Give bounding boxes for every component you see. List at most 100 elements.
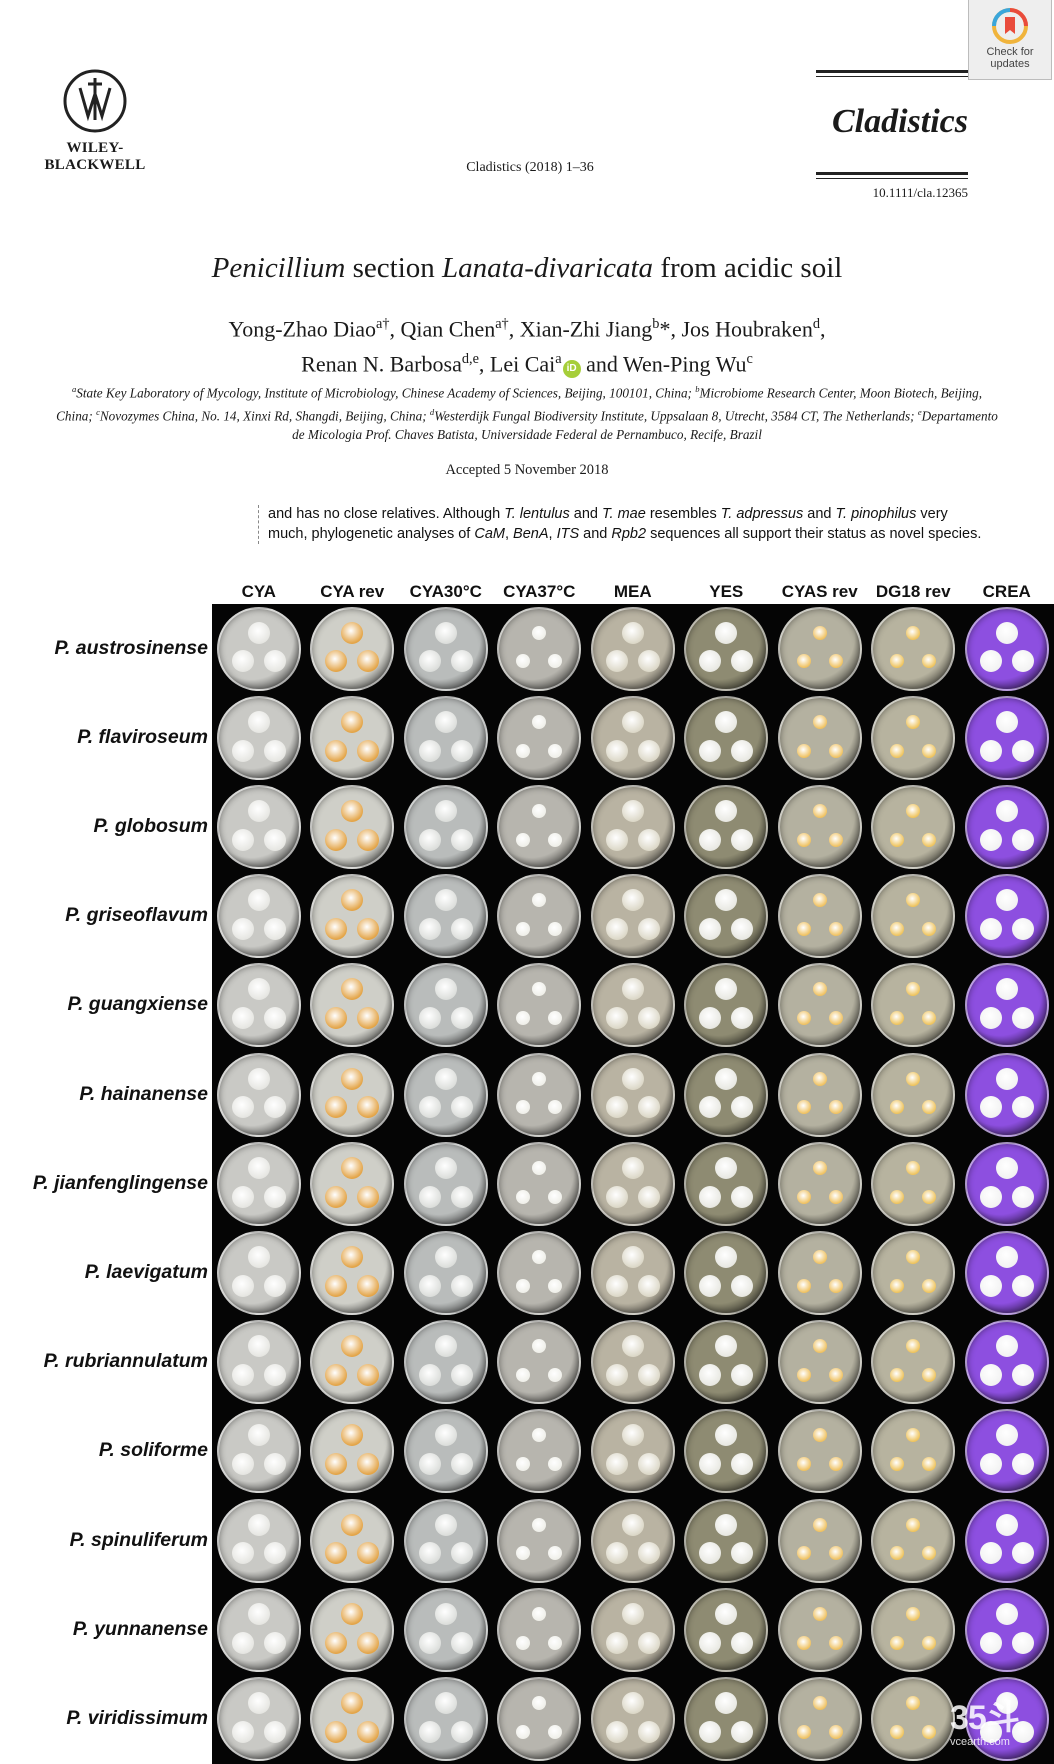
fungal-colony xyxy=(434,621,457,644)
title-part: section xyxy=(345,252,443,284)
fungal-colony xyxy=(979,1363,1002,1386)
fungal-colony xyxy=(890,1100,905,1115)
petri-dish xyxy=(777,963,862,1048)
fungal-colony xyxy=(731,1453,754,1476)
petri-dish xyxy=(590,963,675,1048)
fungal-colony xyxy=(605,739,628,762)
petri-dish xyxy=(777,874,862,959)
species-label: P. rubriannulatum xyxy=(43,1350,208,1373)
fungal-colony xyxy=(247,1246,270,1268)
fungal-colony xyxy=(796,921,811,936)
fungal-colony xyxy=(812,1696,827,1710)
fungal-colony xyxy=(231,1631,254,1654)
excerpt-fragment: resembles xyxy=(645,506,721,522)
fungal-colony xyxy=(263,1096,286,1119)
petri-dish xyxy=(403,695,488,780)
petri-dish xyxy=(777,1231,862,1315)
fungal-colony xyxy=(516,921,531,936)
petri-dish xyxy=(964,695,1049,780)
fungal-colony xyxy=(341,1335,364,1358)
petri-dish xyxy=(590,1409,675,1494)
petri-dish xyxy=(964,1587,1049,1672)
fungal-colony xyxy=(828,1100,843,1115)
fungal-colony xyxy=(731,917,754,940)
title-part: Penicillium xyxy=(211,252,346,284)
doi-link[interactable]: 10.1111/cla.12365 xyxy=(872,185,968,200)
fungal-colony xyxy=(418,650,441,673)
journal-rule xyxy=(816,70,968,73)
fungal-colony xyxy=(922,832,937,847)
fungal-colony xyxy=(548,743,563,758)
fungal-colony xyxy=(357,1363,380,1386)
petri-dish xyxy=(871,1677,956,1761)
fungal-colony xyxy=(828,832,843,847)
petri-dish xyxy=(497,695,582,780)
fungal-colony xyxy=(450,1720,473,1743)
fungal-colony xyxy=(263,828,286,851)
fungal-colony xyxy=(247,978,270,1001)
petri-dish xyxy=(684,1587,769,1672)
petri-dish xyxy=(871,1231,956,1315)
fungal-colony xyxy=(890,1546,905,1561)
fungal-colony xyxy=(532,714,547,729)
orcid-icon[interactable]: iD xyxy=(562,359,581,378)
fungal-colony xyxy=(532,1160,547,1175)
fungal-colony xyxy=(621,1156,644,1179)
fungal-colony xyxy=(796,1546,811,1561)
fungal-colony xyxy=(922,1011,937,1026)
species-label: P. viridissimum xyxy=(66,1707,208,1729)
affiliation-mark: e xyxy=(917,406,922,417)
fungal-colony xyxy=(263,1274,286,1297)
fungal-colony xyxy=(1011,1631,1034,1654)
petri-dish xyxy=(497,1677,582,1761)
fungal-colony xyxy=(828,921,843,936)
fungal-colony xyxy=(247,1156,270,1179)
fungal-colony xyxy=(1011,828,1034,851)
fungal-colony xyxy=(605,1007,628,1030)
fungal-colony xyxy=(828,1635,843,1650)
author-affiliation-mark: a† xyxy=(495,316,509,332)
check-for-updates-badge[interactable]: Check for updates xyxy=(968,0,1052,80)
petri-dish xyxy=(871,1587,956,1672)
fungal-colony xyxy=(812,625,827,640)
fungal-colony xyxy=(979,739,1002,762)
fungal-colony xyxy=(906,1696,921,1710)
fungal-colony xyxy=(341,710,364,733)
affiliation-text: Westerdijk Fungal Biodiversity Institute… xyxy=(434,408,918,424)
fungal-colony xyxy=(906,1428,921,1443)
fungal-colony xyxy=(621,1246,644,1268)
fungal-colony xyxy=(516,654,531,669)
fungal-colony xyxy=(906,1339,921,1354)
fungal-colony xyxy=(434,710,457,733)
fungal-colony xyxy=(418,1274,441,1297)
fungal-colony xyxy=(247,1335,270,1358)
fungal-colony xyxy=(699,917,722,940)
petri-dish xyxy=(497,606,582,691)
excerpt-fragment: and xyxy=(579,525,612,542)
fungal-colony xyxy=(357,739,380,762)
author-name: Renan N. Barbosa xyxy=(301,351,462,377)
fungal-colony xyxy=(731,1542,754,1565)
media-column-header: CYA30°C xyxy=(409,582,482,601)
fungal-colony xyxy=(418,1453,441,1476)
excerpt-fragment: T. pinophilus xyxy=(835,506,917,522)
fungal-colony xyxy=(796,1278,811,1293)
fungal-colony xyxy=(341,800,364,822)
petri-dish xyxy=(310,785,395,869)
fungal-colony xyxy=(605,1631,628,1654)
fungal-colony xyxy=(341,889,364,912)
fungal-colony xyxy=(1011,1720,1034,1743)
petri-dish xyxy=(310,874,395,959)
fungal-colony xyxy=(341,621,364,644)
fungal-colony xyxy=(637,1274,660,1297)
fungal-colony xyxy=(715,1692,738,1714)
fungal-colony xyxy=(263,1542,286,1565)
fungal-colony xyxy=(699,1274,722,1297)
fungal-colony xyxy=(699,1096,722,1119)
fungal-colony xyxy=(828,1278,843,1293)
fungal-colony xyxy=(906,714,921,729)
fungal-colony xyxy=(1011,1096,1034,1119)
petri-dish xyxy=(777,1320,862,1405)
petri-dish xyxy=(497,1141,582,1226)
fungal-colony xyxy=(341,1067,364,1090)
